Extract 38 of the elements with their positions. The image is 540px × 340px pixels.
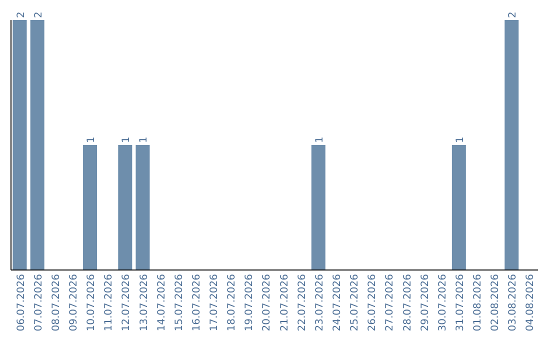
x-tick-label: 28.07.2026 — [402, 274, 414, 332]
data-label: 1 — [86, 136, 98, 143]
x-tick-label: 22.07.2026 — [296, 274, 308, 332]
x-tick-label: 20.07.2026 — [262, 274, 273, 332]
x-tick-label: 25.07.2026 — [350, 274, 361, 332]
x-tick-label: 15.07.2026 — [174, 274, 185, 332]
x-tick-label: 21.07.2026 — [279, 274, 290, 332]
x-tick-label: 30.07.2026 — [437, 274, 448, 332]
x-tick-label: 12.07.2026 — [121, 274, 132, 332]
x-tick-label: 17.07.2026 — [209, 274, 220, 332]
data-label: 2 — [508, 12, 519, 18]
x-tick-label: 10.07.2026 — [86, 274, 98, 332]
x-tick-label: 14.07.2026 — [156, 274, 168, 332]
x-tick-label: 07.07.2026 — [33, 274, 44, 332]
x-tick-label: 04.08.2026 — [525, 274, 536, 332]
x-tick-label: 16.07.2026 — [191, 274, 202, 332]
x-tick-label: 23.07.2026 — [314, 274, 326, 332]
x-tick-label: 19.07.2026 — [244, 274, 256, 332]
x-tick-label: 03.08.2026 — [508, 274, 519, 332]
x-tick-label: 02.08.2026 — [490, 274, 502, 332]
data-label: 1 — [138, 136, 150, 143]
data-label: 1 — [454, 136, 466, 143]
x-tick-label: 31.07.2026 — [454, 274, 466, 332]
x-tick-label: 06.07.2026 — [16, 274, 27, 332]
x-tick-label: 09.07.2026 — [68, 274, 80, 332]
x-tick-label: 27.07.2026 — [384, 274, 396, 332]
x-tick-label: 08.07.2026 — [50, 274, 62, 332]
x-tick-label: 24.07.2026 — [332, 274, 343, 332]
x-tick-label: 11.07.2026 — [104, 274, 115, 332]
x-tick-label: 29.07.2026 — [420, 274, 431, 332]
data-label: 1 — [314, 136, 326, 143]
x-tick-label: 26.07.2026 — [367, 274, 378, 332]
data-label: 2 — [16, 12, 27, 18]
x-tick-label: 13.07.2026 — [138, 274, 150, 332]
x-tick-label: 01.08.2026 — [472, 274, 484, 332]
x-tick-label: 18.07.2026 — [226, 274, 238, 332]
data-label: 1 — [121, 136, 132, 143]
data-label: 2 — [33, 12, 44, 18]
